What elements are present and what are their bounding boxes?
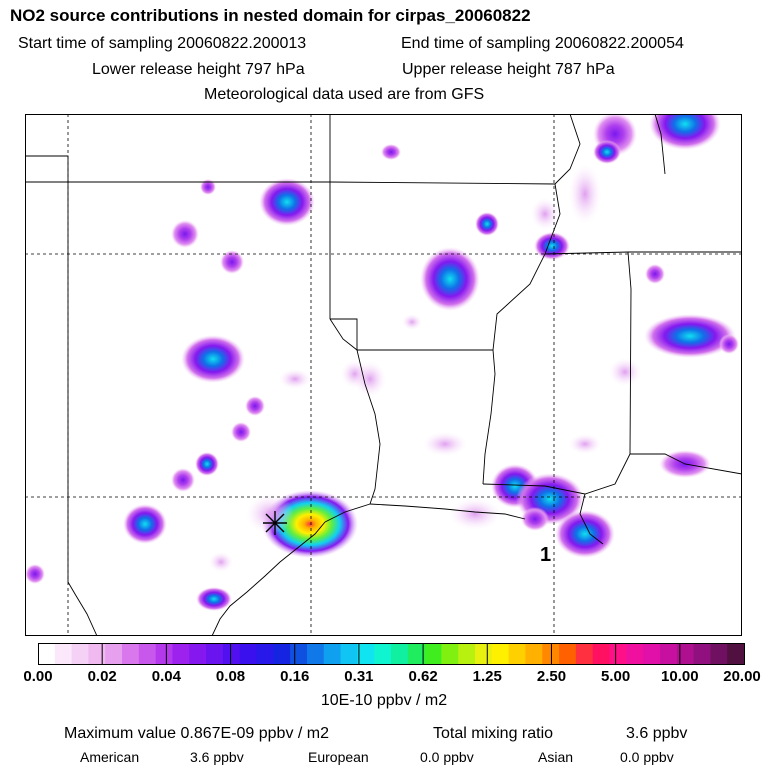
colorbar-cell [676,643,695,665]
colorbar-tick-label: 5.00 [601,668,631,685]
colorbar-cell [71,643,89,665]
colorbar-cell [407,643,426,665]
plume-layer [25,114,739,611]
colorbar-tick-label: 20.00 [723,668,761,685]
colorbar-cell [542,643,560,665]
colorbar-cell [609,643,627,665]
total-mixing-value: 3.6 ppbv [626,725,688,742]
colorbar-tick-label: 0.31 [344,668,374,685]
boundary-layer [25,114,742,636]
colorbar-tick-label: 0.04 [151,668,181,685]
asian-value: 0.0 ppbv [620,749,674,765]
colorbar-tick-label: 0.62 [408,668,438,685]
colorbar-cell [475,643,493,665]
source-star-icon [263,511,287,535]
max-value-label: Maximum value 0.867E-09 ppbv / m2 [64,725,330,742]
site-marker-label: 1 [540,544,551,566]
colorbar [38,643,745,665]
colorbar-cell [189,643,207,665]
colorbar-cell [239,643,258,665]
colorbar-cell [592,643,611,665]
colorbar-cell [54,643,73,665]
colorbar-cell [323,643,342,665]
colorbar-cell [105,643,123,665]
colorbar-cell [340,643,358,665]
colorbar-cell [290,643,308,665]
colorbar-separators [101,643,681,665]
colorbar-units: 10E-10 ppbv / m2 [320,692,448,709]
colorbar-cell [88,643,106,665]
total-mixing-label: Total mixing ratio [433,725,554,742]
asian-label: Asian [538,749,574,765]
colorbar-cell [643,643,661,665]
colorbar-cell [222,643,241,665]
colorbar-tick-label: 0.16 [280,668,310,685]
colorbar-cell [38,643,56,665]
colorbar-cell [357,643,375,665]
colorbar-cell [525,643,543,665]
colorbar-tick-label: 1.25 [472,668,502,685]
graticule [25,114,742,636]
colorbar-cell [306,643,325,665]
colorbar-cell [626,643,644,665]
concentration-map: 1 [25,114,742,636]
colorbar-cell [710,643,728,665]
colorbar-cell [508,643,526,665]
colorbar-cell [727,643,745,665]
european-label: European [308,749,369,765]
colorbar-cell [458,643,476,665]
colorbar-cell [374,643,392,665]
colorbar-cell [256,643,274,665]
colorbar-tick-label: 0.02 [87,668,117,685]
european-value: 0.0 ppbv [420,749,474,765]
colorbar-cell [559,643,577,665]
colorbar-cell [491,643,510,665]
colorbar-cell [155,643,173,665]
american-value: 3.6 ppbv [190,749,244,765]
colorbar-cell [575,643,594,665]
colorbar-cell [273,643,291,665]
colorbar-tick-label: 10.00 [661,668,699,685]
start-time-label: Start time of sampling 20060822.200013 [18,35,307,52]
met-data-label: Meteorological data used are from GFS [204,86,485,103]
colorbar-cell [206,643,224,665]
colorbar-cell [122,643,140,665]
colorbar-cell [441,643,459,665]
colorbar-cell [172,643,190,665]
page-title: NO2 source contributions in nested domai… [10,6,531,25]
colorbar-cell [138,643,157,665]
colorbar-cell [659,643,678,665]
lower-release-label: Lower release height 797 hPa [92,61,305,78]
colorbar-cell [391,643,409,665]
colorbar-cells [38,643,745,665]
colorbar-tick-label: 0.08 [215,668,246,685]
american-label: American [80,749,140,765]
colorbar-cell [424,643,442,665]
colorbar-cell [693,643,711,665]
upper-release-label: Upper release height 787 hPa [402,61,615,78]
colorbar-tick-label: 2.50 [536,668,567,685]
colorbar-tick-label: 0.00 [23,668,53,685]
end-time-label: End time of sampling 20060822.200054 [401,35,684,52]
